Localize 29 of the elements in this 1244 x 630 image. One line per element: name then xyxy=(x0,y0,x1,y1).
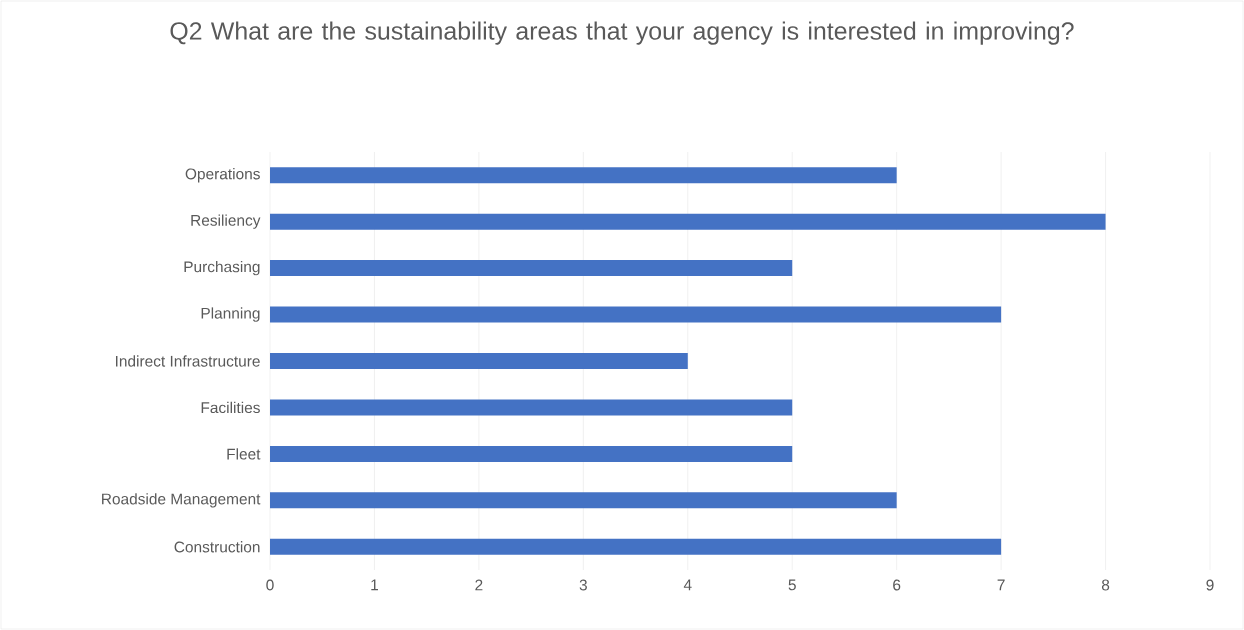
y-tick-label: Planning xyxy=(201,307,260,322)
y-tick-label: Indirect Infrastructure xyxy=(116,355,260,367)
y-tick-label: Resiliency xyxy=(191,214,261,229)
y-tick-label: Facilities xyxy=(201,401,260,414)
y-tick-label: Purchasing xyxy=(184,260,260,276)
x-tick-label: 7 xyxy=(997,579,1005,591)
bar xyxy=(270,445,793,462)
bar xyxy=(270,306,1002,323)
x-tick-label: 5 xyxy=(788,579,796,591)
y-tick-label: Operations xyxy=(185,168,260,183)
bar xyxy=(270,167,897,184)
x-tick-label: 4 xyxy=(683,579,692,591)
x-tick-label: 3 xyxy=(579,579,587,591)
bar xyxy=(270,538,1002,555)
bar xyxy=(270,399,793,416)
y-tick-label: Fleet xyxy=(227,448,261,460)
bar xyxy=(270,353,688,369)
y-tick-label: Roadside Management xyxy=(102,493,261,508)
x-tick-label: 9 xyxy=(1206,579,1214,591)
bar xyxy=(270,492,897,509)
x-tick-label: 6 xyxy=(893,579,901,591)
bar xyxy=(270,213,1106,230)
bar xyxy=(270,260,793,277)
x-tick-label: 1 xyxy=(371,579,378,591)
y-tick-label: Construction xyxy=(174,541,260,553)
x-tick-label: 2 xyxy=(475,579,483,591)
chart-title: Q2 What are the sustainability areas that your agency is interested in improving? xyxy=(170,21,1074,45)
x-tick-label: 0 xyxy=(266,579,274,591)
x-tick-label: 8 xyxy=(1101,579,1110,591)
